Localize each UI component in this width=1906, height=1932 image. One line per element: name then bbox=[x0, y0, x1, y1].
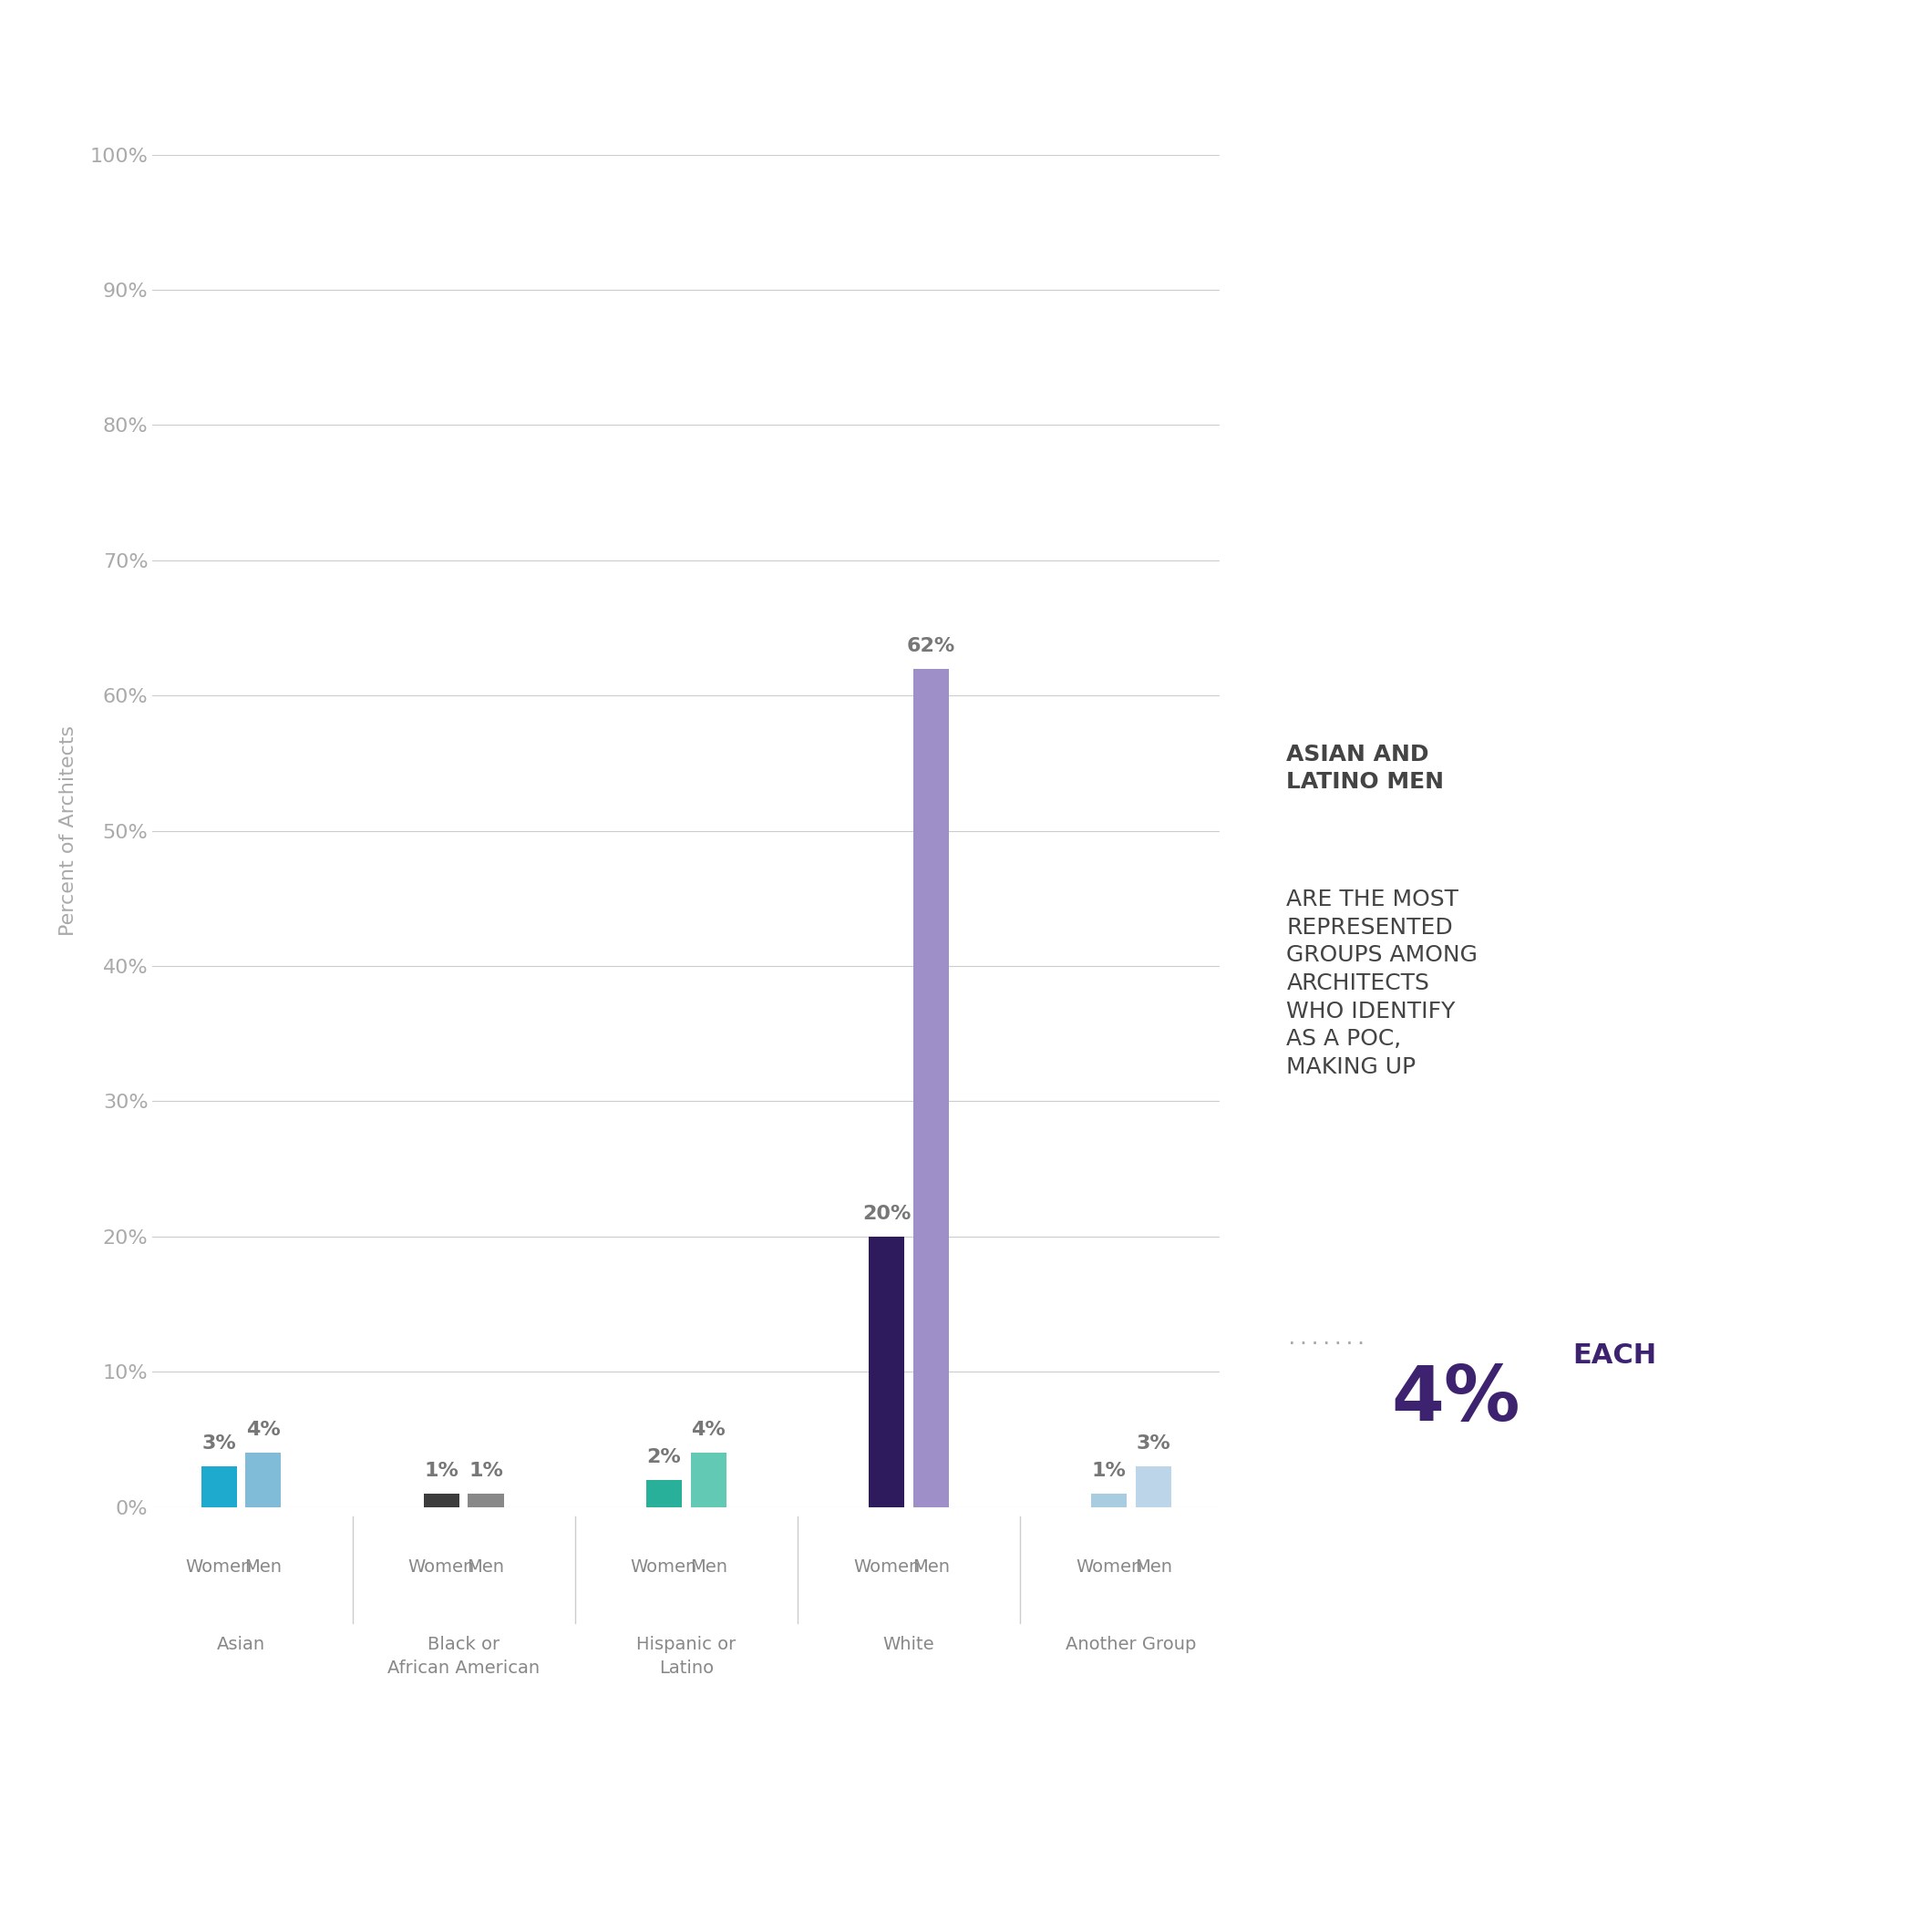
Text: 3%: 3% bbox=[202, 1435, 236, 1453]
Text: 3%: 3% bbox=[1136, 1435, 1170, 1453]
Bar bbox=[646, 1480, 682, 1507]
Text: Women: Women bbox=[854, 1559, 921, 1577]
Text: 2%: 2% bbox=[646, 1449, 680, 1466]
Text: 4%: 4% bbox=[246, 1422, 280, 1439]
Bar bbox=[869, 1236, 903, 1507]
Text: 20%: 20% bbox=[862, 1206, 911, 1223]
Text: Asian: Asian bbox=[217, 1634, 265, 1652]
Bar bbox=[690, 1453, 726, 1507]
Y-axis label: Percent of Architects: Percent of Architects bbox=[59, 724, 76, 937]
Bar bbox=[913, 668, 949, 1507]
Text: 1%: 1% bbox=[1092, 1463, 1126, 1480]
Text: ARE THE MOST
REPRESENTED
GROUPS AMONG
ARCHITECTS
WHO IDENTIFY
AS A POC,
MAKING U: ARE THE MOST REPRESENTED GROUPS AMONG AR… bbox=[1287, 889, 1477, 1078]
Text: 4%: 4% bbox=[1391, 1362, 1521, 1435]
Text: 62%: 62% bbox=[907, 638, 955, 655]
Bar bbox=[200, 1466, 236, 1507]
Text: Women: Women bbox=[408, 1559, 475, 1577]
Text: 1%: 1% bbox=[425, 1463, 459, 1480]
Bar bbox=[246, 1453, 280, 1507]
Text: White: White bbox=[882, 1634, 934, 1652]
Text: Men: Men bbox=[467, 1559, 505, 1577]
Text: Men: Men bbox=[1134, 1559, 1172, 1577]
Text: Men: Men bbox=[913, 1559, 949, 1577]
Text: 1%: 1% bbox=[469, 1463, 503, 1480]
Text: EACH: EACH bbox=[1572, 1343, 1656, 1370]
Text: Women: Women bbox=[185, 1559, 252, 1577]
Text: .......: ....... bbox=[1287, 1329, 1367, 1349]
Bar bbox=[1136, 1466, 1172, 1507]
Text: Women: Women bbox=[631, 1559, 698, 1577]
Text: Hispanic or
Latino: Hispanic or Latino bbox=[637, 1634, 736, 1677]
Text: Women: Women bbox=[1075, 1559, 1142, 1577]
Text: Black or
African American: Black or African American bbox=[387, 1634, 539, 1677]
Text: Men: Men bbox=[690, 1559, 726, 1577]
Bar bbox=[1092, 1493, 1126, 1507]
Bar bbox=[423, 1493, 459, 1507]
Text: Men: Men bbox=[244, 1559, 282, 1577]
Text: 4%: 4% bbox=[692, 1422, 726, 1439]
Text: Another Group: Another Group bbox=[1065, 1634, 1197, 1652]
Text: ASIAN AND
LATINO MEN: ASIAN AND LATINO MEN bbox=[1287, 744, 1445, 792]
Bar bbox=[469, 1493, 503, 1507]
